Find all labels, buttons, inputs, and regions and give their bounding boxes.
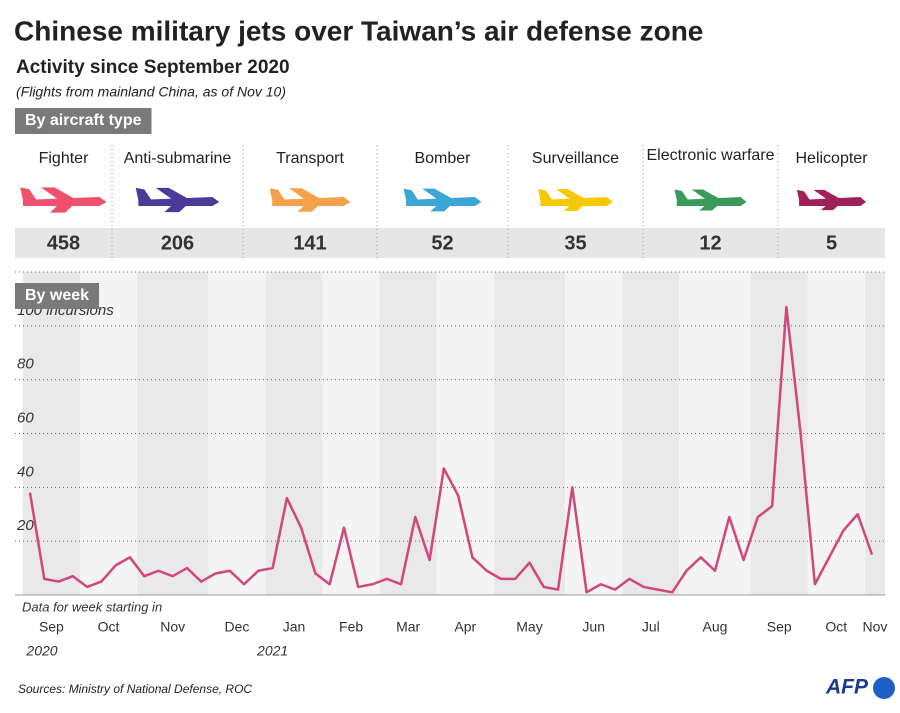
section-box [15, 283, 100, 309]
aircraft-wing [691, 189, 722, 211]
count: 141 [293, 232, 326, 254]
aircraft-icon [20, 187, 107, 213]
aircraft-body [676, 197, 747, 206]
aircraft-wing [422, 188, 455, 212]
aircraft-tail [20, 187, 37, 200]
aircraft-tail [538, 189, 553, 200]
x-tick-label: Nov [160, 619, 185, 635]
x-tick-label: Oct [825, 619, 847, 635]
month-band [864, 272, 885, 595]
month-band [622, 272, 680, 595]
aircraft-tail [269, 188, 285, 200]
aircraft-icon [135, 187, 220, 213]
year-label: 2021 [256, 643, 288, 659]
section-label: By aircraft type [25, 112, 142, 129]
note: (Flights from mainland China, as of Nov … [16, 84, 286, 100]
logo: AFP [825, 676, 869, 699]
x-axis-note: Data for week starting in [22, 599, 162, 614]
aircraft-wing [813, 189, 843, 211]
count: 35 [564, 232, 586, 254]
aircraft-icon [796, 189, 867, 211]
month-band [436, 272, 494, 595]
aircraft-body [272, 197, 351, 206]
count: 458 [47, 232, 80, 254]
y-tick-label: 80 [17, 356, 34, 373]
y-tick-label: 60 [17, 409, 34, 426]
type-label: Anti-submarine [123, 150, 232, 167]
section-box [15, 108, 152, 134]
x-tick-label: Aug [703, 619, 728, 635]
aircraft-icon [269, 188, 351, 212]
month-band [565, 272, 623, 595]
title: Chinese military jets over Taiwan’s air … [14, 15, 703, 46]
aircraft-body [540, 197, 613, 206]
source: Sources: Ministry of National Defense, R… [18, 682, 252, 696]
x-tick-label: Oct [98, 619, 120, 635]
aircraft-wing [41, 187, 77, 213]
aircraft-tail [796, 189, 810, 200]
aircraft-tail [135, 187, 152, 200]
x-tick-label: May [516, 619, 542, 635]
type-label: Bomber [414, 150, 471, 167]
aircraft-tail [674, 189, 688, 200]
aircraft-icon [674, 189, 747, 211]
x-tick-label: Jan [283, 619, 306, 635]
logo-dot [873, 677, 895, 699]
count: 5 [826, 232, 837, 254]
line [28, 305, 874, 594]
type-label: Electronic warfare [646, 147, 775, 164]
type-label: Helicopter [795, 150, 868, 167]
y-tick-label: 40 [17, 463, 34, 480]
x-tick-label: Sep [767, 619, 792, 635]
month-band [265, 272, 323, 595]
x-tick-label: Dec [224, 619, 249, 635]
x-tick-label: Apr [454, 619, 476, 635]
aircraft-body [406, 197, 482, 206]
count: 12 [699, 232, 721, 254]
type-label: Transport [276, 150, 344, 167]
x-tick-label: Sep [39, 619, 64, 635]
aircraft-tail [403, 188, 419, 200]
month-band [137, 272, 209, 595]
aircraft-icon [403, 188, 482, 212]
aircraft-body [23, 197, 107, 206]
x-tick-label: Feb [339, 619, 363, 635]
month-band [79, 272, 138, 595]
aircraft-body [799, 197, 867, 206]
x-tick-label: Nov [862, 619, 887, 635]
count: 52 [431, 232, 453, 254]
count-strip [15, 228, 885, 258]
section-label: By week [25, 287, 89, 304]
x-tick-label: Jun [582, 619, 605, 635]
year-label: 2020 [25, 643, 57, 659]
month-band [208, 272, 266, 595]
count: 206 [161, 232, 194, 254]
y-tick-label: 20 [16, 517, 34, 534]
x-tick-label: Jul [642, 619, 660, 635]
type-label: Surveillance [531, 150, 620, 167]
month-band [493, 272, 566, 595]
subtitle: Activity since September 2020 [16, 57, 290, 78]
aircraft-icon [538, 189, 613, 211]
aircraft-body [138, 197, 220, 206]
type-label: Fighter [38, 150, 89, 167]
x-tick-label: Mar [396, 619, 420, 635]
month-band [807, 272, 865, 595]
